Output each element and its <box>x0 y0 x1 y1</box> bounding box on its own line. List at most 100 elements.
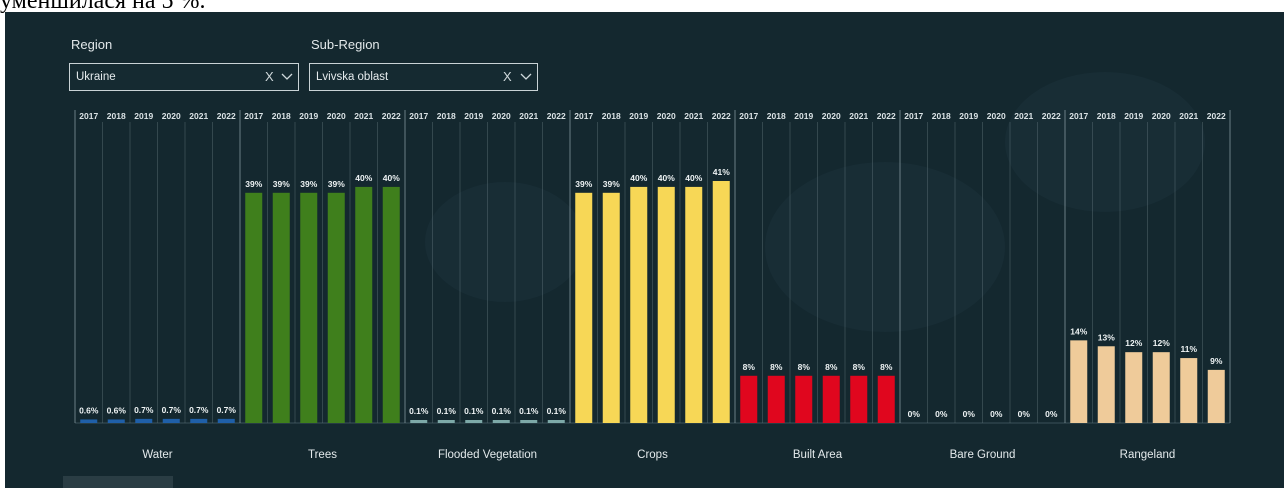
bar-rangeland[interactable] <box>1207 369 1225 423</box>
bar-built-area[interactable] <box>767 375 785 423</box>
data-label: 0.1% <box>464 406 484 416</box>
bar-water[interactable] <box>135 418 153 423</box>
chevron-down-icon[interactable] <box>520 69 532 85</box>
year-tick-label: 2022 <box>877 111 896 121</box>
data-label: 0.1% <box>437 406 457 416</box>
year-tick-label: 2017 <box>409 111 428 121</box>
clear-region-icon[interactable]: X <box>265 69 274 84</box>
year-tick-label: 2021 <box>1179 111 1198 121</box>
bar-trees[interactable] <box>327 192 345 423</box>
year-tick-label: 2020 <box>657 111 676 121</box>
year-tick-label: 2021 <box>189 111 208 121</box>
bar-water[interactable] <box>107 419 125 423</box>
bar-trees[interactable] <box>355 186 373 423</box>
bar-crops[interactable] <box>602 192 620 423</box>
year-tick-label: 2020 <box>1152 111 1171 121</box>
data-label: 0% <box>1018 409 1031 419</box>
bar-built-area[interactable] <box>822 375 840 423</box>
year-tick-label: 2019 <box>794 111 813 121</box>
year-tick-label: 2019 <box>464 111 483 121</box>
bar-crops[interactable] <box>575 192 593 423</box>
map-background-shape <box>1005 72 1205 212</box>
data-label: 12% <box>1153 338 1170 348</box>
year-tick-label: 2018 <box>107 111 126 121</box>
year-tick-label: 2021 <box>1014 111 1033 121</box>
year-tick-label: 2019 <box>629 111 648 121</box>
data-label: 40% <box>685 173 702 183</box>
bar-built-area[interactable] <box>795 375 813 423</box>
year-tick-label: 2020 <box>162 111 181 121</box>
year-tick-label: 2017 <box>574 111 593 121</box>
bar-flooded-vegetation[interactable] <box>520 420 538 423</box>
category-label: Water <box>142 449 172 461</box>
bar-trees[interactable] <box>300 192 318 423</box>
chevron-down-icon[interactable] <box>281 69 293 85</box>
subregion-value: Lvivska oblast <box>316 71 389 83</box>
bar-crops[interactable] <box>712 181 730 423</box>
year-tick-label: 2017 <box>244 111 263 121</box>
data-label: 8% <box>798 362 811 372</box>
data-label: 8% <box>853 362 866 372</box>
category-label: Rangeland <box>1120 449 1176 461</box>
data-label: 0% <box>1045 409 1058 419</box>
bar-built-area[interactable] <box>877 375 895 423</box>
page-top-text: уменшилася на 5 %. <box>0 0 206 14</box>
data-label: 0.1% <box>519 406 539 416</box>
data-label: 8% <box>825 362 838 372</box>
year-tick-label: 2018 <box>602 111 621 121</box>
bar-rangeland[interactable] <box>1097 346 1115 423</box>
year-tick-label: 2021 <box>354 111 373 121</box>
year-tick-label: 2022 <box>1207 111 1226 121</box>
year-tick-label: 2018 <box>272 111 291 121</box>
bar-rangeland[interactable] <box>1070 340 1088 423</box>
scroll-strip <box>63 476 173 488</box>
data-label: 0.7% <box>134 405 154 415</box>
bar-trees[interactable] <box>245 192 263 423</box>
bar-water[interactable] <box>162 418 180 423</box>
bar-rangeland[interactable] <box>1152 352 1170 423</box>
data-label: 9% <box>1210 356 1223 366</box>
bar-flooded-vegetation[interactable] <box>547 420 565 423</box>
bar-flooded-vegetation[interactable] <box>492 420 510 423</box>
bar-rangeland[interactable] <box>1125 352 1143 423</box>
map-background-shape <box>425 182 585 302</box>
bar-water[interactable] <box>190 418 208 423</box>
data-label: 39% <box>575 179 592 189</box>
bar-water[interactable] <box>80 419 98 423</box>
bar-crops[interactable] <box>630 186 648 423</box>
data-label: 39% <box>300 179 317 189</box>
clear-subregion-icon[interactable]: X <box>503 69 512 84</box>
bar-crops[interactable] <box>657 186 675 423</box>
map-background-shape <box>765 162 1005 332</box>
year-tick-label: 2018 <box>1097 111 1116 121</box>
data-label: 39% <box>328 179 345 189</box>
year-tick-label: 2018 <box>767 111 786 121</box>
data-label: 0.6% <box>107 405 127 415</box>
bar-built-area[interactable] <box>740 375 758 423</box>
bar-flooded-vegetation[interactable] <box>437 420 455 423</box>
data-label: 40% <box>658 173 675 183</box>
bar-trees[interactable] <box>382 186 400 423</box>
data-label: 0.1% <box>547 406 567 416</box>
bar-flooded-vegetation[interactable] <box>410 420 428 423</box>
category-label: Bare Ground <box>950 449 1016 461</box>
bar-built-area[interactable] <box>850 375 868 423</box>
year-tick-label: 2019 <box>959 111 978 121</box>
data-label: 12% <box>1125 338 1142 348</box>
year-tick-label: 2020 <box>822 111 841 121</box>
subregion-select[interactable]: Lvivska oblast X <box>309 63 538 91</box>
year-tick-label: 2019 <box>134 111 153 121</box>
bar-rangeland[interactable] <box>1180 358 1198 423</box>
bar-trees[interactable] <box>272 192 290 423</box>
data-label: 8% <box>770 362 783 372</box>
data-label: 40% <box>383 173 400 183</box>
year-tick-label: 2020 <box>987 111 1006 121</box>
data-label: 0% <box>963 409 976 419</box>
region-select[interactable]: Ukraine X <box>69 63 299 91</box>
region-value: Ukraine <box>76 71 116 83</box>
bar-water[interactable] <box>217 418 235 423</box>
data-label: 13% <box>1098 332 1115 342</box>
data-label: 0.7% <box>162 405 182 415</box>
bar-crops[interactable] <box>685 186 703 423</box>
bar-flooded-vegetation[interactable] <box>465 420 483 423</box>
